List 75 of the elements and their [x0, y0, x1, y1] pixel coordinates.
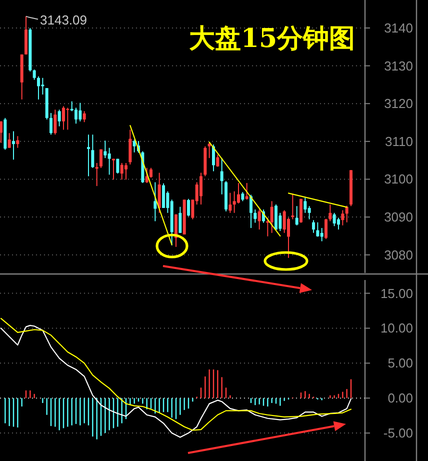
candlestick — [216, 154, 220, 168]
candlestick — [258, 208, 261, 230]
candlestick — [82, 110, 86, 123]
y-tick-label: 3140 — [384, 20, 413, 36]
candlestick — [145, 167, 148, 184]
y-tick-label: -5.00 — [383, 426, 413, 441]
candlestick — [158, 172, 161, 214]
candlestick — [132, 139, 136, 153]
candlestick — [212, 144, 215, 172]
candlestick — [328, 204, 332, 222]
candlestick — [58, 109, 61, 127]
candlestick — [187, 198, 190, 217]
candlestick — [220, 158, 224, 195]
candlestick — [245, 182, 248, 200]
y-tick-label: 0.00 — [388, 390, 413, 406]
candlestick — [178, 206, 182, 234]
candlestick — [341, 210, 344, 226]
y-tick-label: 5.00 — [388, 356, 413, 371]
candlestick — [108, 147, 111, 176]
candlestick — [332, 212, 336, 227]
candlestick — [320, 228, 324, 242]
candlestick — [237, 182, 240, 204]
candlestick — [100, 148, 102, 168]
y-tick-label: 3080 — [384, 247, 413, 262]
candlestick — [120, 162, 124, 180]
candlestick — [66, 107, 70, 130]
candlestick — [124, 162, 128, 180]
candlestick — [154, 182, 157, 222]
candlestick — [282, 210, 286, 234]
candlestick — [270, 200, 274, 234]
candlestick — [150, 167, 152, 178]
y-tick-label: 3130 — [384, 58, 413, 74]
y-tick-label: 3100 — [384, 172, 413, 187]
candlestick — [324, 218, 328, 240]
candlestick — [228, 192, 232, 214]
candlestick — [254, 208, 257, 224]
candlestick — [0, 120, 2, 144]
candlestick — [91, 134, 94, 168]
candlestick — [116, 158, 120, 174]
y-tick-label: 3110 — [385, 134, 413, 149]
annotation: 3143.09 — [40, 12, 87, 28]
candlestick — [208, 142, 211, 159]
candlestick — [16, 136, 20, 148]
candlestick — [78, 102, 82, 122]
candlestick — [291, 193, 294, 220]
candlestick — [316, 222, 320, 238]
candlestick — [32, 69, 36, 80]
candlestick — [37, 76, 40, 100]
candlestick — [95, 162, 98, 187]
candlestick — [295, 206, 298, 226]
candlestick — [104, 140, 107, 159]
text: 大盘15分钟图 — [188, 24, 356, 54]
y-tick-label: 3090 — [384, 210, 413, 225]
y-tick-label: 10.00 — [380, 320, 413, 336]
candlestick — [50, 112, 52, 136]
y-tick-label: 3120 — [384, 96, 413, 112]
candlestick — [304, 197, 307, 214]
candlestick — [41, 77, 44, 96]
candlestick — [12, 130, 15, 160]
candlestick — [312, 220, 315, 234]
candlestick — [112, 158, 115, 180]
candlestick — [8, 132, 11, 148]
candlestick — [54, 109, 57, 136]
candlestick — [250, 194, 252, 229]
candlestick — [87, 134, 90, 177]
y-tick-label: 15.00 — [380, 286, 413, 301]
candlestick — [200, 172, 202, 206]
candlestick — [128, 129, 132, 165]
candlestick — [232, 190, 236, 214]
candlestick — [337, 217, 340, 230]
candlestick — [62, 106, 65, 130]
candlestick — [274, 204, 278, 231]
candlestick — [162, 182, 165, 208]
candlestick — [74, 107, 78, 124]
candlestick — [241, 192, 244, 202]
